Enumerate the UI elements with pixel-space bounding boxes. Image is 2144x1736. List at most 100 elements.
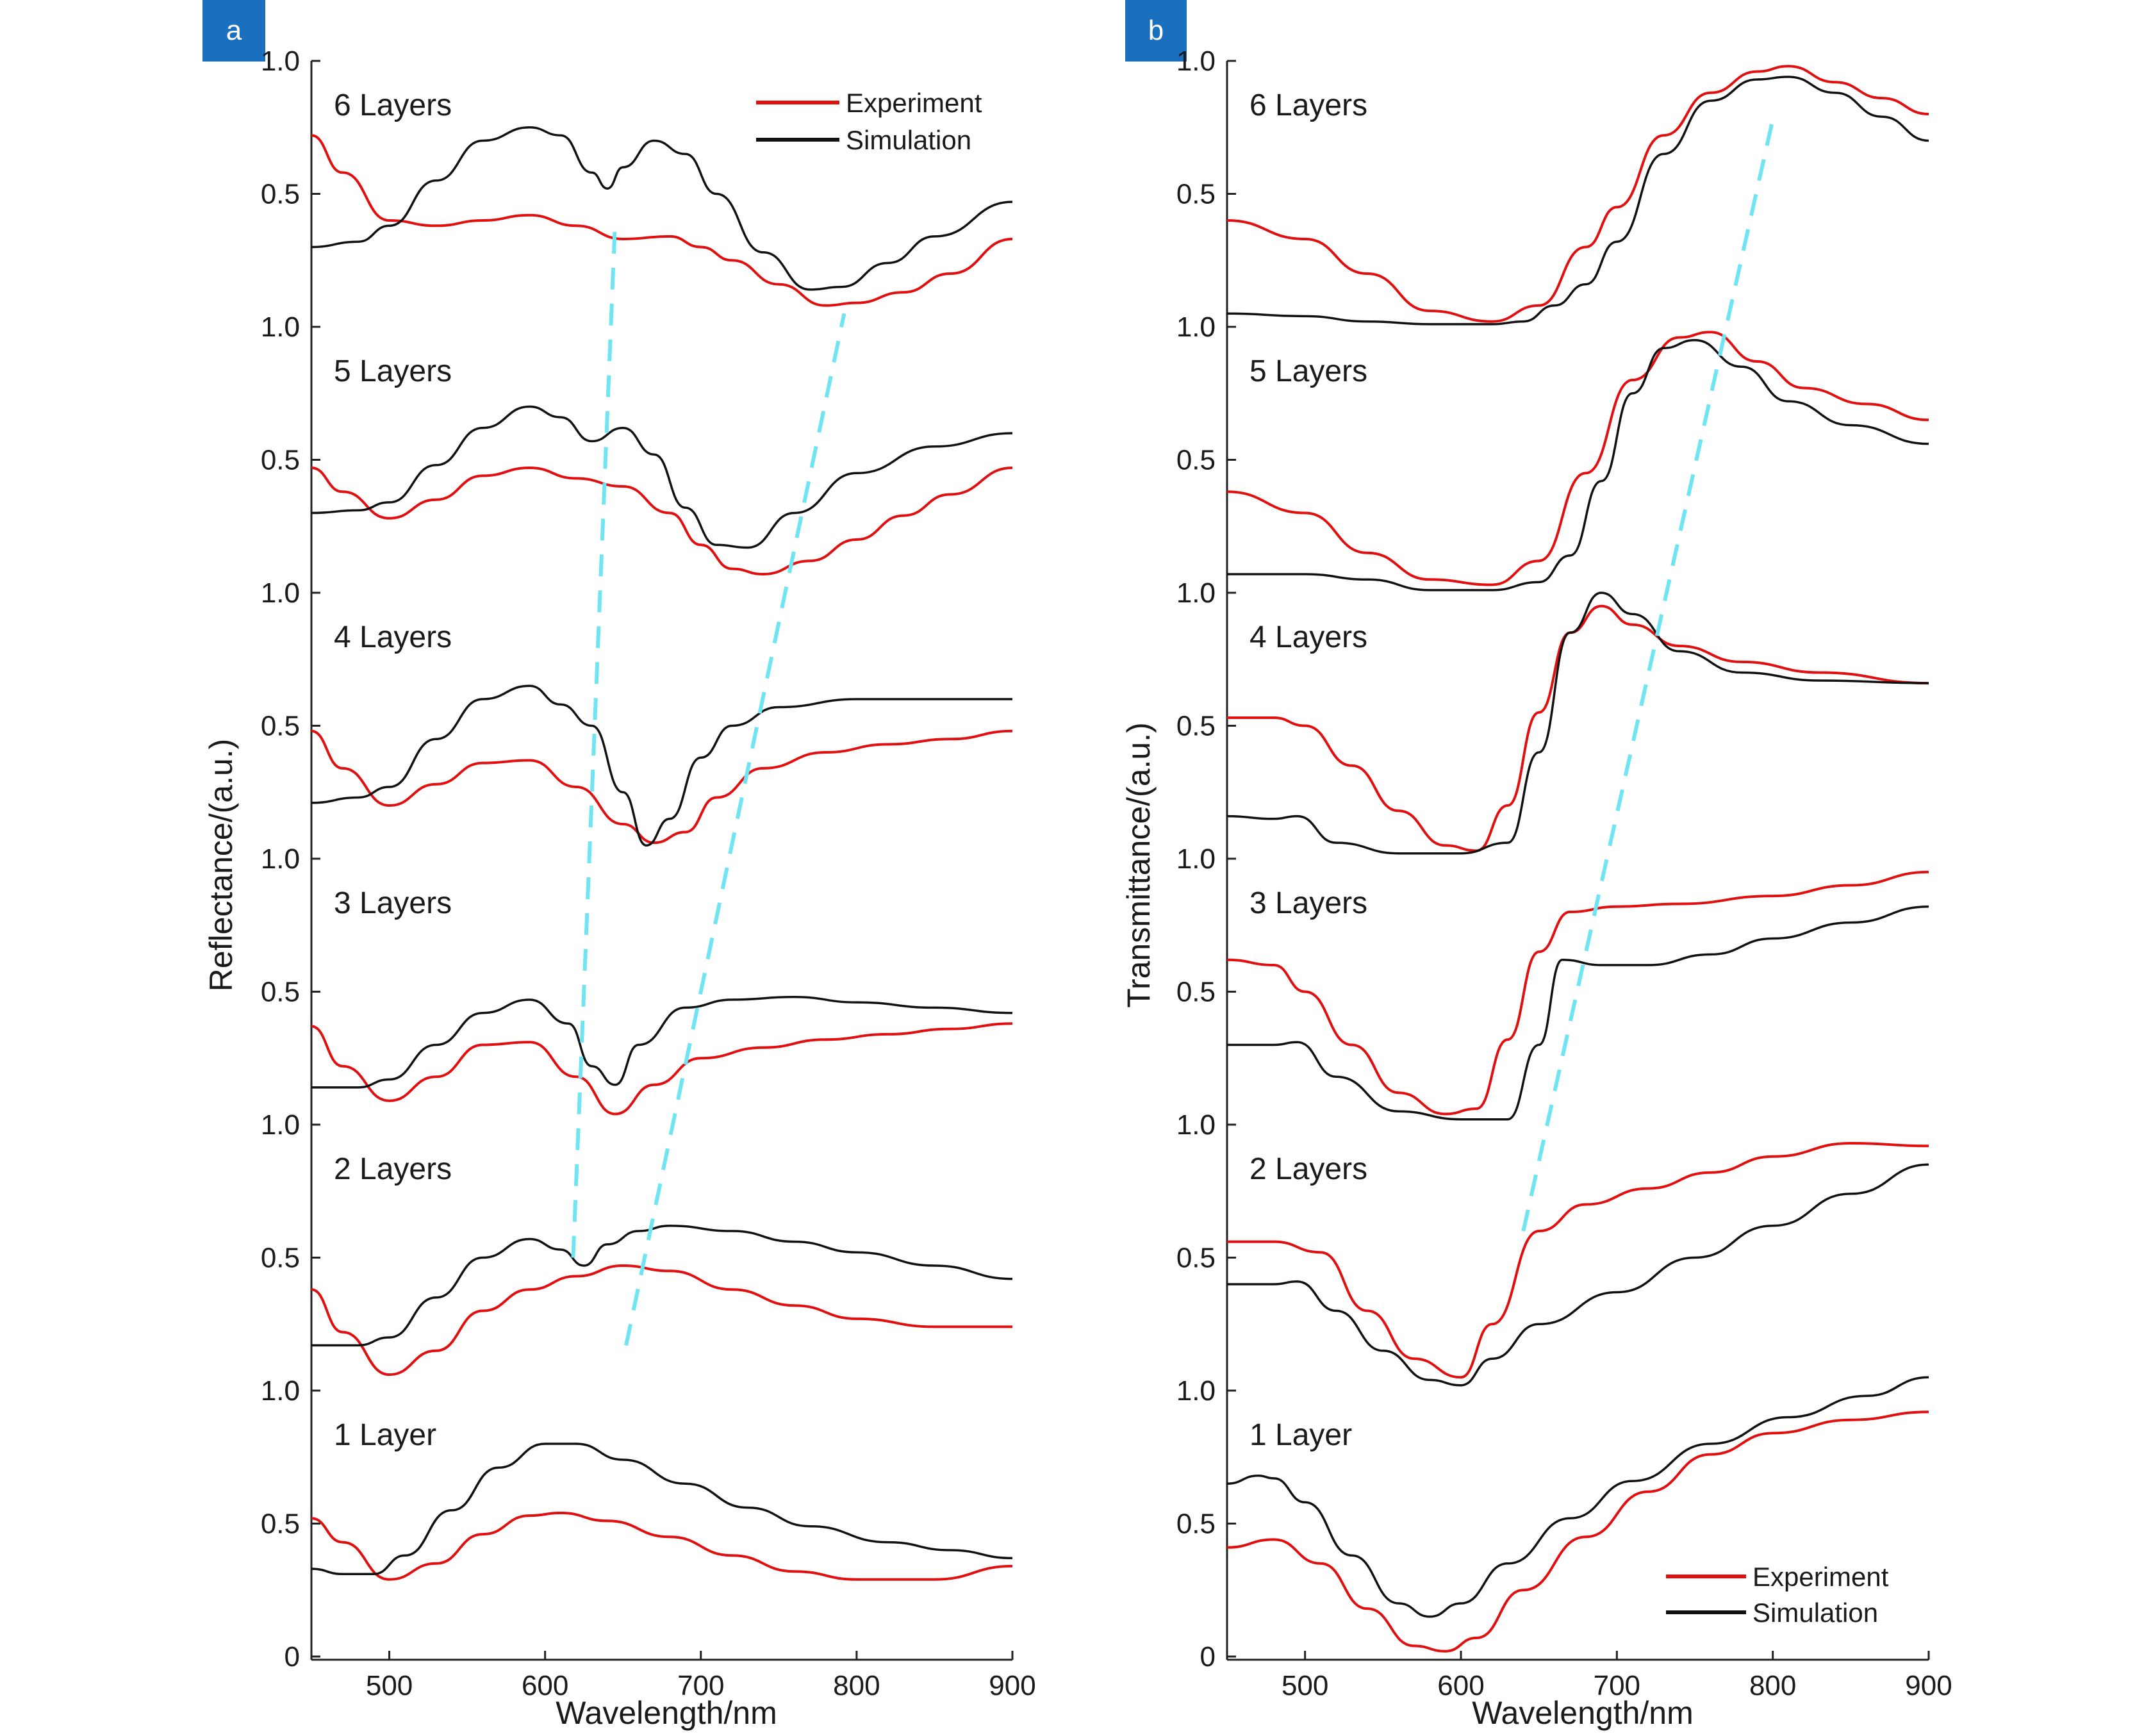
x-tick-label: 600 [1437,1670,1484,1701]
x-tick-label: 800 [833,1670,880,1701]
x-tick-label: 900 [989,1670,1035,1701]
y-tick-label: 0.5 [261,1509,300,1540]
y-tick-label: 0 [1200,1375,1216,1407]
experiment-series-line [1227,604,1929,852]
experiment-series-line [1226,1142,1929,1379]
stack-label: 4 Layers [1249,620,1367,654]
y-tick-label: 0 [284,577,300,609]
legend-experiment-label: Experiment [846,88,982,118]
experiment-series-line [311,1264,1012,1376]
y-tick-label: 0.5 [261,1243,300,1274]
x-tick-label: 600 [522,1670,568,1701]
x-tick-label: 900 [1905,1670,1952,1701]
simulation-series-line [311,996,1013,1089]
simulation-series-line [311,1443,1013,1576]
y-tick-label: 1.0 [1176,577,1216,609]
stack-label: 4 Layers [334,620,452,654]
y-tick-label: 0.5 [261,179,300,210]
stack-label: 5 Layers [1249,354,1367,388]
x-tick-label: 500 [1282,1670,1328,1701]
y-tick-label: 1.0 [1176,843,1216,875]
experiment-series-line [311,1511,1013,1581]
panel-b-legend: Experiment Simulation [1666,1562,1889,1628]
y-tick-label: 0.5 [1176,445,1216,476]
x-tick-label: 800 [1749,1670,1796,1701]
y-tick-label: 0 [1200,577,1216,609]
experiment-series-line [1226,331,1929,586]
y-tick-label: 1.0 [1176,1375,1216,1407]
y-tick-label: 1.0 [261,577,300,609]
y-tick-label: 1.0 [1176,1109,1216,1141]
panel-a-badge-label: a [226,15,242,46]
panel-a-reflectance: a 500 600 700 800 900 0 0.5 1.0 6 Layers 0 0.5 1.0 5… [202,0,1036,1731]
y-tick-label: 0 [1200,1109,1216,1141]
stack-label: 6 Layers [334,88,452,122]
panel-b-badge [1125,0,1187,62]
x-tick-label: 700 [1594,1670,1640,1701]
simulation-series-line [1226,1163,1929,1387]
experiment-series-line [311,467,1013,575]
simulation-series-line [311,126,1013,291]
simulation-series-line [1226,1376,1929,1618]
y-tick-label: 0 [1200,311,1216,343]
panel-b-x-axis-label: Wavelength/nm [1472,1695,1694,1731]
y-tick-label: 0 [284,311,300,343]
y-tick-label: 0.5 [261,977,300,1008]
y-tick-label: 1.0 [261,311,300,343]
stack-label: 1 Layer [334,1418,436,1452]
y-tick-label: 1.0 [261,843,300,875]
y-tick-label: 0.5 [1176,977,1216,1008]
y-tick-label: 1.0 [261,1109,300,1141]
x-tick-label: 700 [677,1670,724,1701]
y-tick-label: 0.5 [261,711,300,742]
y-tick-label: 0 [284,1375,300,1407]
simulation-series-line [311,684,1012,847]
simulation-series-line [311,1224,1013,1347]
experiment-series-line [311,134,1013,307]
stack-label: 3 Layers [334,886,452,920]
legend-simulation-label: Simulation [846,125,971,155]
experiment-series-line [1226,65,1929,323]
y-tick-label: 0 [284,843,300,875]
y-tick-label: 0 [1200,843,1216,875]
y-tick-label: 1.0 [261,45,300,77]
y-tick-label: 0.5 [1176,1509,1216,1540]
panel-a-x-axis-label: Wavelength/nm [556,1695,777,1731]
y-tick-label: 0 [284,1109,300,1141]
stack-label: 6 Layers [1249,88,1367,122]
panel-b-badge-label: b [1148,15,1164,46]
experiment-series-line [1226,1410,1929,1653]
experiment-series-line [1226,870,1929,1116]
y-tick-label: 1.0 [1176,311,1216,343]
stack-label: 3 Layers [1249,886,1367,920]
simulation-series-line [1226,76,1929,326]
resonance-guide-dashed-line [571,220,618,1258]
panel-b-transmittance: b 500 600 700 800 900 0 0.5 1.0 6 Layers 0 0.5 1.0 5… [1121,0,1952,1731]
y-tick-label: 1.0 [1176,45,1216,77]
y-tick-label: 0.5 [261,445,300,476]
stack-label: 5 Layers [334,354,452,388]
y-tick-label: 0.5 [1176,711,1216,742]
resonance-guide-dashed-line [624,313,846,1346]
y-tick-label: 0 [284,1641,300,1673]
y-tick-label: 0 [1200,1641,1216,1673]
stack-label: 1 Layer [1249,1418,1352,1452]
stack-label: 2 Layers [334,1152,452,1186]
legend-experiment-label: Experiment [1752,1562,1889,1592]
legend-simulation-label: Simulation [1752,1598,1878,1628]
stack-label: 2 Layers [1249,1152,1367,1186]
y-tick-label: 0.5 [1176,179,1216,210]
simulation-series-line [1226,591,1929,855]
simulation-series-line [311,405,1013,549]
simulation-series-line [1227,339,1929,591]
panel-a-legend: Experiment Simulation [756,88,982,155]
panel-b-y-axis-label: Transmittance/(a.u.) [1121,722,1157,1008]
x-tick-label: 500 [366,1670,413,1701]
y-tick-label: 0.5 [1176,1243,1216,1274]
simulation-series-line [1226,905,1929,1121]
y-tick-label: 1.0 [261,1375,300,1407]
experiment-series-line [311,1022,1013,1116]
panel-a-badge [202,0,265,62]
panel-a-y-axis-label: Reflectance/(a.u.) [203,739,239,992]
